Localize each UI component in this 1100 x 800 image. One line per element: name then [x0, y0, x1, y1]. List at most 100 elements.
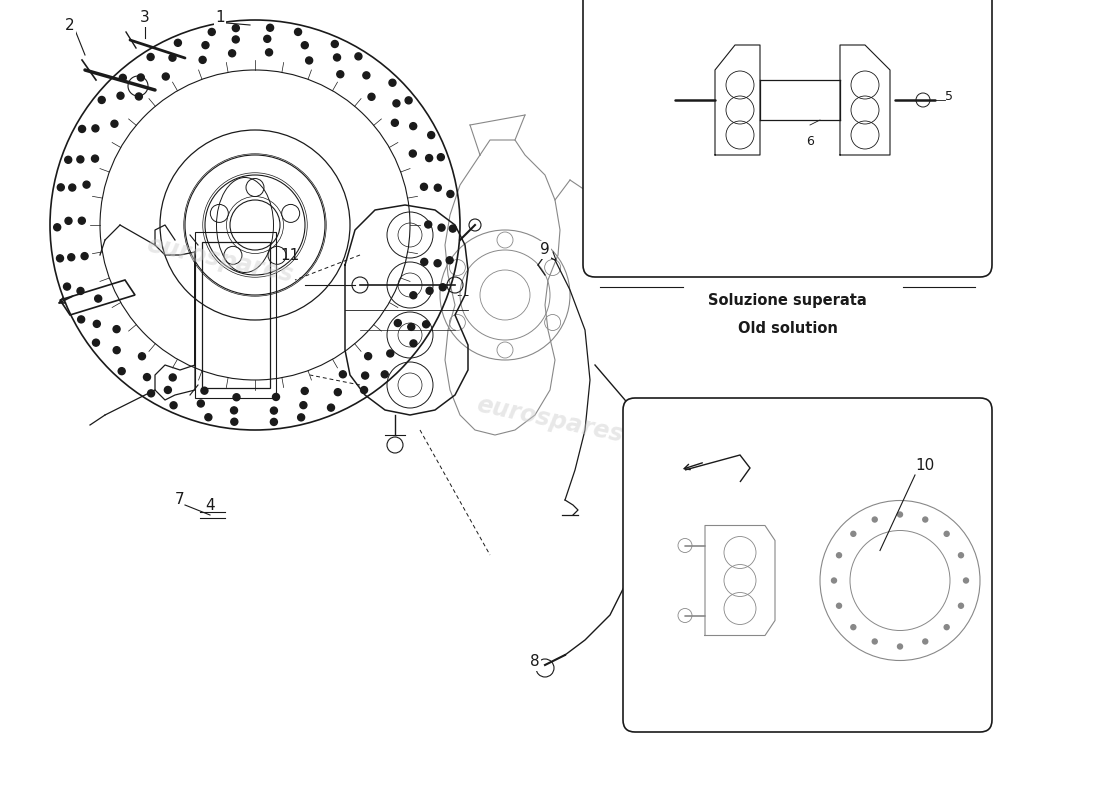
- Circle shape: [428, 131, 435, 138]
- Circle shape: [405, 97, 412, 104]
- Circle shape: [229, 50, 235, 57]
- Circle shape: [65, 156, 72, 163]
- Circle shape: [364, 353, 372, 360]
- Circle shape: [438, 154, 444, 161]
- Circle shape: [163, 73, 169, 80]
- Circle shape: [850, 625, 856, 630]
- Circle shape: [958, 553, 964, 558]
- Circle shape: [77, 287, 84, 294]
- Circle shape: [232, 25, 240, 32]
- Circle shape: [92, 125, 99, 132]
- Circle shape: [82, 181, 90, 188]
- Circle shape: [426, 154, 432, 162]
- Circle shape: [434, 184, 441, 191]
- Circle shape: [78, 126, 86, 133]
- Circle shape: [68, 254, 75, 261]
- Circle shape: [78, 218, 86, 224]
- Circle shape: [872, 517, 877, 522]
- Circle shape: [898, 512, 902, 517]
- Circle shape: [408, 323, 415, 330]
- Circle shape: [202, 42, 209, 49]
- Circle shape: [898, 644, 902, 649]
- Circle shape: [340, 370, 346, 378]
- Circle shape: [78, 316, 85, 323]
- Circle shape: [447, 190, 454, 198]
- Circle shape: [368, 94, 375, 100]
- Circle shape: [363, 72, 370, 79]
- Circle shape: [57, 184, 64, 191]
- Circle shape: [447, 257, 453, 264]
- Circle shape: [81, 253, 88, 260]
- Circle shape: [231, 407, 238, 414]
- Circle shape: [944, 531, 949, 536]
- Text: eurospares: eurospares: [474, 393, 626, 447]
- Circle shape: [420, 183, 428, 190]
- Circle shape: [836, 603, 842, 608]
- Circle shape: [264, 35, 271, 42]
- Circle shape: [328, 404, 334, 411]
- Circle shape: [170, 402, 177, 409]
- Text: Soluzione superata: Soluzione superata: [708, 293, 867, 308]
- Text: 6: 6: [806, 135, 814, 148]
- Text: 7: 7: [175, 493, 185, 507]
- Circle shape: [298, 414, 305, 421]
- Circle shape: [266, 24, 274, 31]
- Circle shape: [94, 320, 100, 327]
- Circle shape: [265, 49, 273, 56]
- Circle shape: [434, 260, 441, 266]
- Circle shape: [113, 346, 120, 354]
- Circle shape: [333, 54, 341, 61]
- Circle shape: [923, 639, 927, 644]
- Circle shape: [958, 603, 964, 608]
- Circle shape: [169, 54, 176, 61]
- Circle shape: [271, 407, 277, 414]
- Circle shape: [98, 97, 106, 103]
- Circle shape: [68, 184, 76, 191]
- Circle shape: [118, 368, 125, 374]
- Circle shape: [923, 517, 927, 522]
- Circle shape: [273, 394, 279, 401]
- Circle shape: [409, 150, 416, 157]
- Circle shape: [271, 418, 277, 426]
- Circle shape: [306, 57, 312, 64]
- Circle shape: [836, 553, 842, 558]
- Text: 9: 9: [540, 242, 550, 258]
- Circle shape: [382, 371, 388, 378]
- Circle shape: [169, 374, 176, 381]
- Circle shape: [301, 387, 308, 394]
- Circle shape: [56, 255, 64, 262]
- Circle shape: [410, 340, 417, 347]
- Circle shape: [175, 39, 182, 46]
- Text: 11: 11: [280, 247, 300, 262]
- Circle shape: [439, 284, 447, 290]
- Circle shape: [361, 386, 367, 394]
- Circle shape: [832, 578, 836, 583]
- Circle shape: [438, 224, 446, 231]
- Circle shape: [197, 400, 205, 407]
- Circle shape: [164, 386, 172, 394]
- Circle shape: [65, 218, 72, 224]
- Text: eurospares: eurospares: [144, 233, 296, 287]
- Circle shape: [449, 225, 456, 232]
- Circle shape: [850, 531, 856, 536]
- Circle shape: [147, 390, 155, 397]
- Circle shape: [425, 221, 431, 228]
- Text: 3: 3: [140, 10, 150, 26]
- Circle shape: [231, 418, 238, 426]
- Circle shape: [77, 156, 84, 163]
- Circle shape: [135, 93, 142, 100]
- Circle shape: [119, 74, 126, 82]
- Text: 10: 10: [915, 458, 935, 473]
- Circle shape: [410, 292, 417, 298]
- Circle shape: [111, 120, 118, 127]
- Circle shape: [409, 122, 417, 130]
- Circle shape: [205, 414, 212, 421]
- Circle shape: [301, 42, 308, 49]
- Text: 5: 5: [945, 90, 953, 103]
- Circle shape: [95, 295, 101, 302]
- Circle shape: [113, 326, 120, 333]
- Circle shape: [138, 74, 144, 81]
- Text: 1: 1: [216, 10, 224, 26]
- Circle shape: [139, 353, 145, 360]
- Circle shape: [331, 41, 339, 47]
